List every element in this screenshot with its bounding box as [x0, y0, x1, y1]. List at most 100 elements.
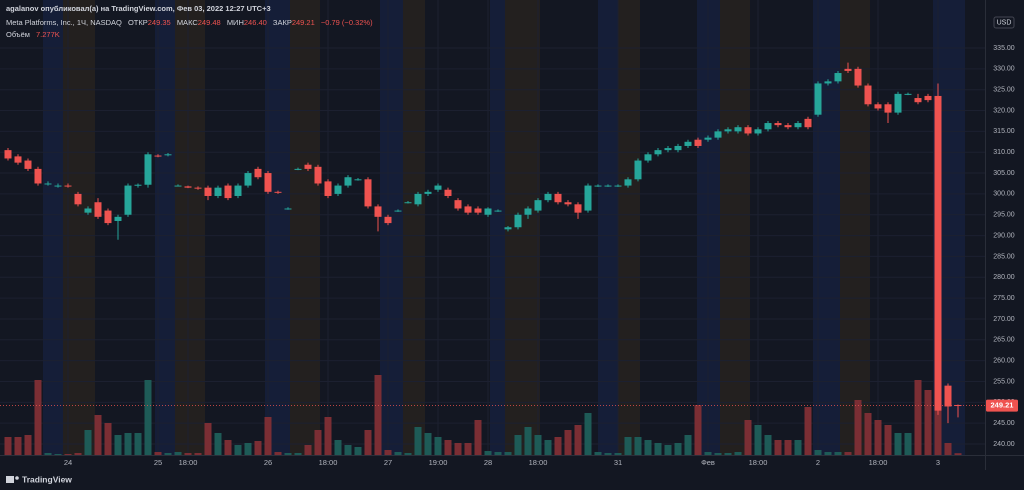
- volume-bar: [714, 453, 722, 455]
- axes: 240.00245.00250.00255.00260.00265.00270.…: [0, 45, 1018, 467]
- y-tick-label: 295.00: [993, 212, 1015, 219]
- y-tick-label: 315.00: [993, 128, 1015, 135]
- candle-body: [774, 123, 782, 126]
- candle-body: [624, 179, 632, 186]
- volume-bar: [764, 435, 772, 455]
- y-tick-label: 320.00: [993, 107, 1015, 114]
- close-value: 249.21: [292, 18, 315, 27]
- volume-bar: [224, 440, 232, 455]
- candle-body: [444, 189, 452, 196]
- y-tick-label: 255.00: [993, 378, 1015, 385]
- candle-body: [224, 185, 232, 199]
- volume-bar: [34, 380, 42, 455]
- currency[interactable]: USD: [997, 19, 1012, 26]
- volume-bar: [114, 435, 122, 455]
- candle-body: [674, 145, 682, 151]
- last-price-box: [986, 399, 1018, 412]
- candle-body: [214, 187, 222, 196]
- session-band: [403, 0, 425, 455]
- candle-body: [914, 98, 922, 103]
- y-tick-label: 335.00: [993, 45, 1015, 52]
- volume-bar: [24, 435, 32, 455]
- candle-body: [254, 168, 262, 178]
- candle-body: [754, 129, 762, 134]
- x-tick-label: 24: [64, 458, 72, 467]
- volume-legend: Объём 7.277K: [6, 30, 60, 39]
- volume-bar: [364, 430, 372, 455]
- volume-bar: [44, 453, 52, 455]
- candle-body: [294, 168, 302, 170]
- candle-body: [904, 93, 912, 95]
- volume-bar: [514, 435, 522, 455]
- candle-body: [514, 214, 522, 228]
- candle-body: [64, 185, 72, 187]
- candle-body: [124, 185, 132, 215]
- volume-bar: [394, 452, 402, 455]
- close-label: ЗАКР: [273, 18, 292, 27]
- y-tick-label: 280.00: [993, 274, 1015, 281]
- y-tick-label: 290.00: [993, 232, 1015, 239]
- brand: TradingView: [22, 474, 72, 484]
- last-price-label: 249.21: [991, 401, 1014, 410]
- volume-bar: [374, 375, 382, 455]
- session-band: [290, 0, 320, 455]
- volume-bar: [894, 433, 902, 455]
- session-band: [155, 0, 175, 455]
- candle-body: [544, 193, 552, 201]
- volume-bar: [414, 427, 422, 455]
- volume-bar: [914, 380, 922, 455]
- candle-body: [134, 184, 142, 186]
- volume-bar: [204, 423, 212, 455]
- candle-body: [604, 185, 612, 187]
- candle-body: [384, 216, 392, 224]
- volume-bar: [934, 375, 942, 455]
- candle-body: [734, 127, 742, 132]
- session-band: [618, 0, 640, 455]
- candle-body: [94, 202, 102, 217]
- candles: [4, 62, 962, 424]
- candle-body: [664, 148, 672, 151]
- open-value: 249.35: [148, 18, 171, 27]
- volume-bar: [144, 380, 152, 455]
- volume-bar: [774, 440, 782, 455]
- candle-body: [504, 227, 512, 230]
- x-tick-label: 18:00: [869, 458, 888, 467]
- candle-body: [4, 150, 12, 159]
- volume-bar: [104, 423, 112, 455]
- candle-body: [24, 160, 32, 169]
- candle-body: [704, 137, 712, 140]
- session-band: [43, 0, 63, 455]
- volume-bar: [634, 437, 642, 455]
- x-tick-label: 18:00: [319, 458, 338, 467]
- candle-body: [594, 185, 602, 187]
- candle-body: [554, 193, 562, 203]
- volume-bar: [454, 443, 462, 455]
- volume-bar: [444, 440, 452, 455]
- volume-bar: [724, 453, 732, 455]
- volume-bar: [434, 437, 442, 455]
- candle-body: [874, 104, 882, 109]
- volume-bar: [944, 443, 952, 455]
- x-tick-label: 2: [816, 458, 820, 467]
- candle-body: [114, 216, 122, 221]
- volume-bar: [324, 417, 332, 455]
- candle-body: [844, 68, 852, 71]
- x-tick-label: 18:00: [529, 458, 548, 467]
- candle-body: [374, 206, 382, 217]
- candle-body: [684, 141, 692, 146]
- candle-body: [74, 193, 82, 205]
- candle-body: [314, 166, 322, 184]
- candle-body: [144, 154, 152, 185]
- volume-bar: [854, 400, 862, 455]
- candle-body: [14, 156, 22, 163]
- y-tick-label: 285.00: [993, 253, 1015, 260]
- x-tick-label: 18:00: [749, 458, 768, 467]
- x-tick-label: 31: [614, 458, 622, 467]
- x-tick-label: 25: [154, 458, 162, 467]
- y-tick-label: 310.00: [993, 149, 1015, 156]
- volume-value: 7.277K: [36, 30, 60, 39]
- y-tick-label: 275.00: [993, 295, 1015, 302]
- candle-body: [584, 185, 592, 211]
- candle-body: [304, 164, 312, 169]
